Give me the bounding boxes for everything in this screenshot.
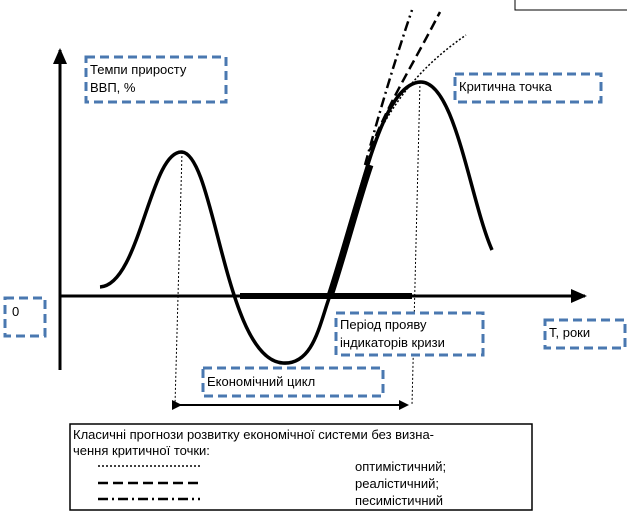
- legend-item: песимістичний: [355, 493, 443, 508]
- growth-segment: [326, 163, 374, 298]
- crisis-label: Період прояву: [340, 317, 427, 332]
- legend-item: оптимістичний;: [355, 459, 446, 474]
- legend-box: [69, 423, 533, 511]
- legend-item: реалістичний;: [355, 476, 439, 491]
- cycle-label: Економічний цикл: [207, 374, 315, 389]
- frame-fragment: [514, 0, 627, 11]
- forecast-pessimistic: [363, 9, 414, 166]
- label-box: [201, 366, 385, 398]
- forecast-optimistic: [374, 34, 467, 141]
- forecast-realistic: [368, 11, 442, 151]
- label-box: [84, 55, 228, 104]
- guide-line: [174, 151, 183, 406]
- label-box: [3, 296, 47, 338]
- label-box: [334, 311, 485, 357]
- crisis-label: індикаторів кризи: [340, 335, 445, 350]
- label-box: [543, 318, 627, 350]
- critical-point-label: Критична точка: [459, 79, 553, 94]
- cycle-curve: [99, 80, 494, 365]
- legend-title: чення критичної точки:: [73, 443, 210, 458]
- guide-line: [411, 81, 421, 406]
- x-axis-label: Т, роки: [549, 325, 590, 340]
- y-axis-label: Темпи приросту: [90, 62, 187, 77]
- label-box: [453, 72, 603, 104]
- legend-title: Класичні прогнози розвитку економічної с…: [73, 427, 434, 442]
- y-axis-label: ВВП, %: [90, 80, 136, 95]
- origin-label: 0: [12, 304, 19, 319]
